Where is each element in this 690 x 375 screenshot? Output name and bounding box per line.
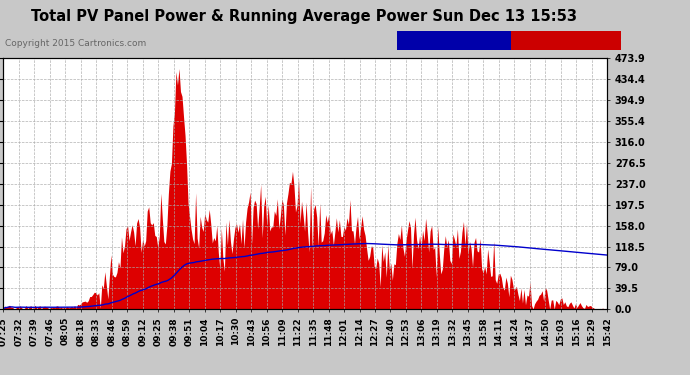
Text: Copyright 2015 Cartronics.com: Copyright 2015 Cartronics.com [5, 39, 146, 48]
Text: PV Panels  (DC Watts): PV Panels (DC Watts) [510, 36, 622, 45]
Text: Total PV Panel Power & Running Average Power Sun Dec 13 15:53: Total PV Panel Power & Running Average P… [30, 9, 577, 24]
Text: Average  (DC Watts): Average (DC Watts) [402, 36, 505, 45]
